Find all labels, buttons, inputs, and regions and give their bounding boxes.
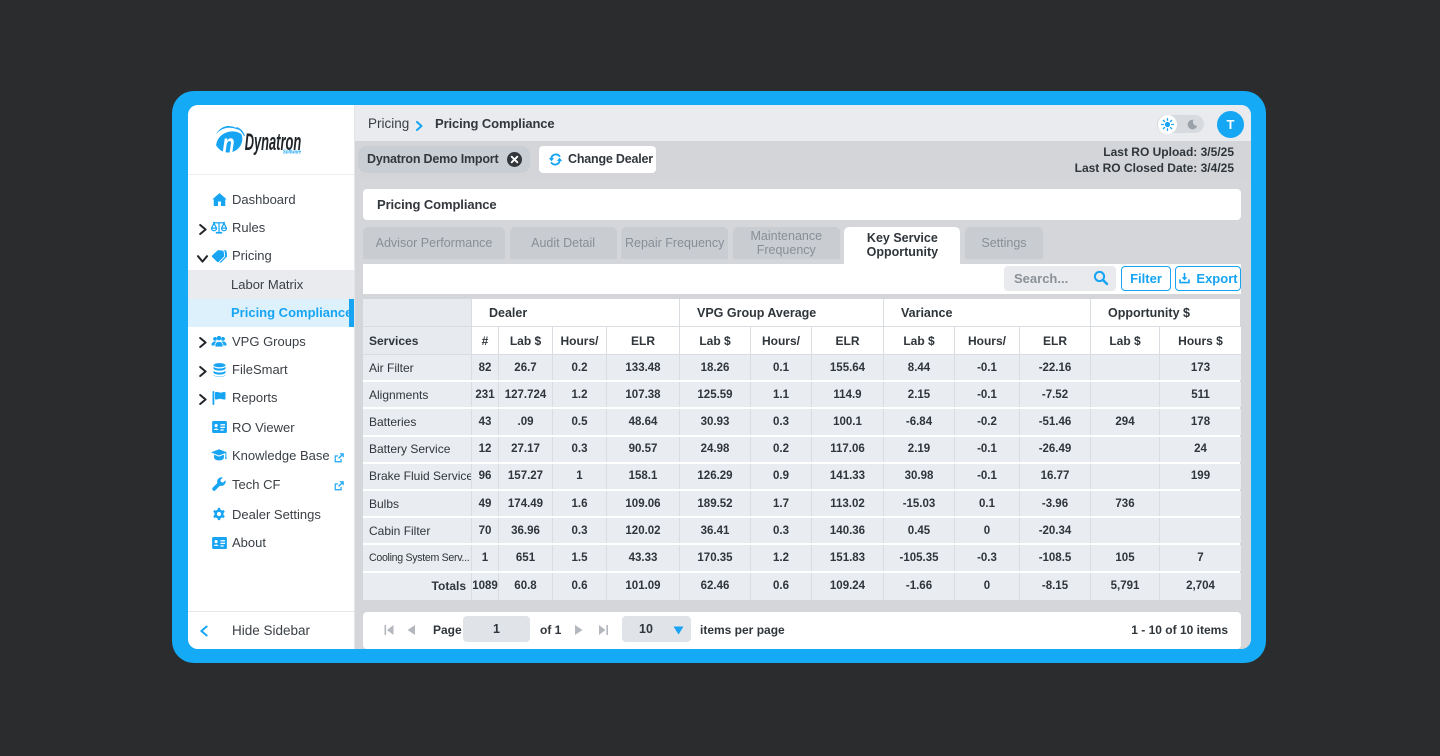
svg-text:Software: Software	[283, 149, 301, 155]
svg-text:n: n	[222, 129, 234, 158]
svg-text:Dynatron: Dynatron	[245, 129, 302, 156]
